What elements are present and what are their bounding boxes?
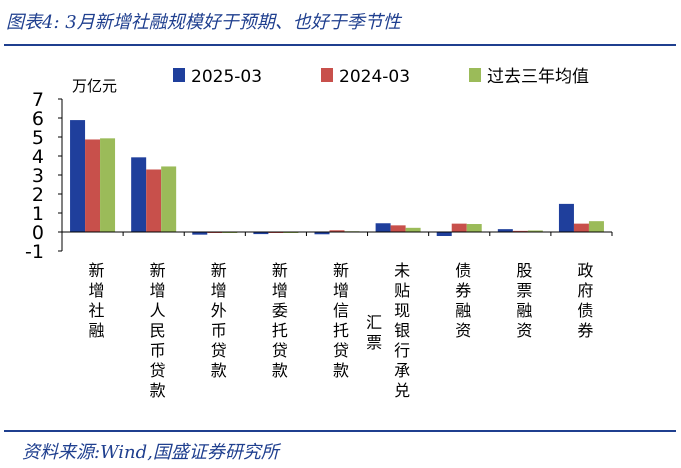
legend-swatch-3	[469, 68, 481, 82]
bar-3-7	[466, 224, 482, 232]
title-divider	[4, 44, 676, 46]
category-label-6: 未贴现银行承兑	[394, 261, 410, 400]
bar-2-8	[512, 230, 528, 232]
category-label-5: 新增信托贷款	[333, 261, 349, 380]
y-tick-label: 5	[32, 127, 44, 149]
bar-3-1	[100, 138, 116, 232]
bar-1-6	[375, 223, 391, 232]
bar-2-6	[390, 225, 406, 232]
bar-3-8	[527, 230, 543, 232]
legend-swatch-1	[173, 68, 185, 82]
footer-divider	[4, 430, 676, 432]
legend-label-3: 过去三年均值	[487, 67, 589, 87]
bar-3-9	[588, 221, 604, 232]
y-tick-label: 7	[32, 89, 44, 111]
bar-2-5	[329, 230, 345, 232]
category-label-3: 新增外币贷款	[211, 261, 227, 380]
y-tick-label: 3	[32, 165, 44, 187]
x-axis-ticks	[61, 232, 613, 236]
figure-title: 图表4: 3月新增社融规模好于预期、也好于季节性	[6, 12, 401, 33]
category-label-extra: 汇票	[366, 313, 382, 352]
category-label-2: 新增人民币贷款	[150, 261, 166, 400]
legend-label-2: 2024-03	[339, 67, 410, 87]
bar-2-9	[573, 223, 589, 232]
y-tick-label: 6	[32, 108, 44, 130]
category-label-4: 新增委托贷款	[272, 261, 288, 380]
bar-1-1	[70, 120, 86, 232]
category-label-1: 新增社融	[89, 261, 105, 340]
bar-2-7	[451, 223, 467, 232]
y-tick-label: 0	[32, 222, 44, 244]
bar-1-4	[253, 232, 269, 235]
category-label-7: 债券融资	[455, 261, 471, 340]
bar-3-2	[161, 166, 177, 232]
bar-2-1	[85, 139, 101, 232]
bar-1-7	[436, 232, 452, 236]
bar-series	[70, 120, 604, 236]
bar-2-2	[146, 169, 162, 232]
bar-1-2	[131, 157, 147, 232]
legend-swatch-2	[321, 68, 333, 82]
category-label-9: 政府债券	[577, 261, 593, 340]
bar-1-9	[558, 203, 574, 232]
bar-1-8	[497, 229, 513, 232]
bar-3-6	[405, 227, 421, 232]
legend: 2025-03 2024-03 过去三年均值	[173, 67, 589, 87]
category-labels: 新增社融 新增人民币贷款 新增外币贷款 新增委托贷款 新增信托贷款 未贴现银行承兑 债券融资…	[89, 261, 594, 400]
legend-label-1: 2025-03	[191, 67, 262, 87]
bar-1-3	[192, 232, 208, 235]
y-tick-label: 1	[32, 203, 44, 225]
source-note: 资料来源:Wind,国盛证券研究所	[22, 442, 279, 463]
bar-1-5	[314, 232, 330, 235]
y-tick-label: 4	[32, 146, 44, 168]
y-tick-label: 2	[32, 184, 44, 206]
category-label-8: 股票融资	[516, 261, 532, 340]
y-tick-label: -1	[25, 241, 44, 263]
y-axis-unit-label: 万亿元	[72, 77, 117, 95]
